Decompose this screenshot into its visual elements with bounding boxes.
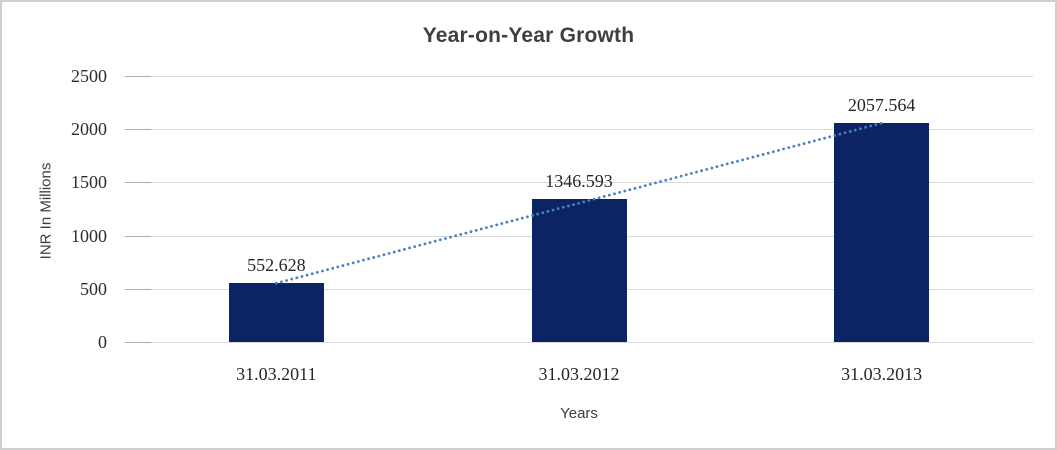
x-category-label: 31.03.2012 bbox=[538, 364, 620, 384]
y-tick-mark bbox=[125, 288, 151, 290]
bar bbox=[228, 283, 324, 342]
y-tick-label: 2500 bbox=[71, 66, 107, 86]
bar bbox=[834, 123, 930, 342]
plot-area: 552.628 1346.593 2057.564 bbox=[125, 76, 1033, 343]
x-category-label: 31.03.2013 bbox=[841, 364, 923, 384]
y-tick-mark bbox=[125, 76, 151, 77]
bar bbox=[531, 198, 627, 342]
y-tick-label: 500 bbox=[80, 278, 107, 299]
bar-value-label: 2057.564 bbox=[847, 95, 916, 116]
y-tick-label: 2000 bbox=[71, 119, 107, 140]
y-tick-mark bbox=[125, 235, 151, 237]
bar-value-label: 1346.593 bbox=[545, 170, 613, 191]
gridline bbox=[125, 342, 1033, 343]
y-tick-label: 0 bbox=[98, 332, 107, 352]
gridline bbox=[125, 76, 1033, 77]
y-tick-mark bbox=[125, 129, 151, 131]
x-axis-title: Years bbox=[560, 405, 598, 422]
bar-value-label: 552.628 bbox=[247, 255, 306, 276]
y-tick-label: 1500 bbox=[71, 172, 107, 193]
y-tick-mark bbox=[125, 182, 151, 184]
y-tick-label: 1000 bbox=[71, 225, 107, 246]
chart-title: Year-on-Year Growth bbox=[422, 24, 635, 47]
x-category-label: 31.03.2011 bbox=[236, 364, 317, 384]
y-tick-mark bbox=[125, 342, 151, 343]
